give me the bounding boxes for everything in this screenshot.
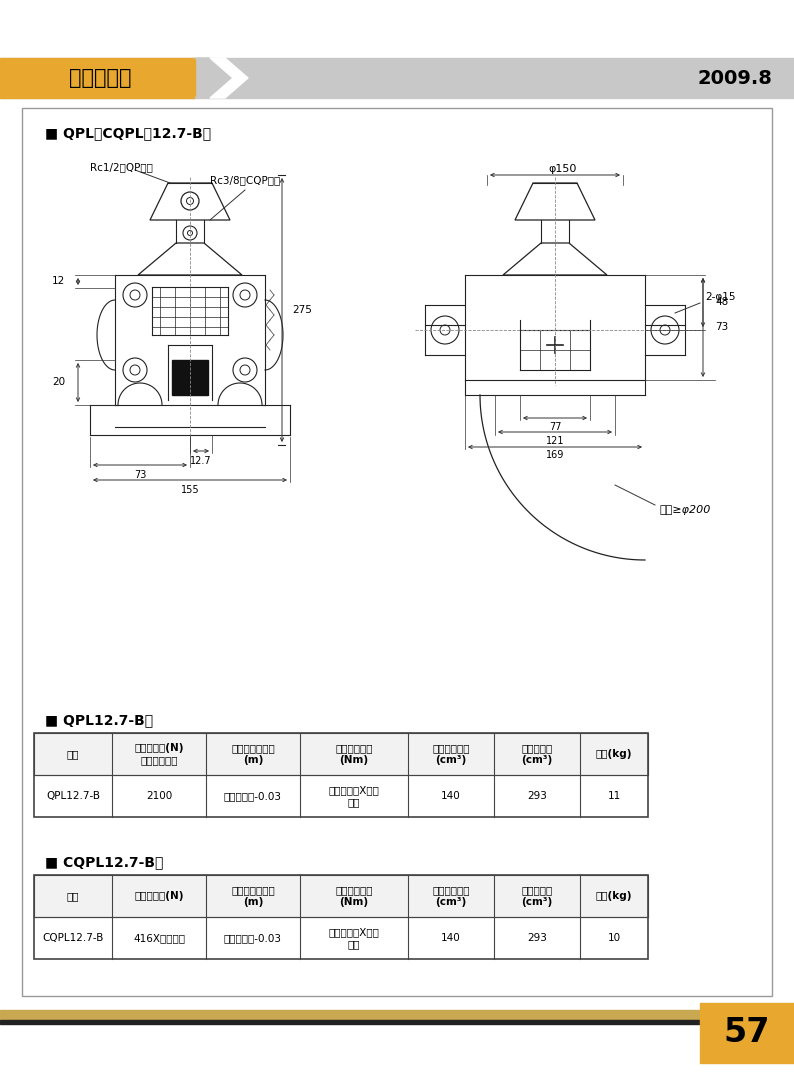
Text: QPL12.7-B: QPL12.7-B (46, 791, 100, 801)
Bar (0, 1010, 700, 1019)
Text: 总气体容量
(cm³): 总气体容量 (cm³) (522, 743, 553, 765)
Text: 2-φ15: 2-φ15 (705, 292, 735, 302)
Text: 总气体容量
(cm³): 总气体容量 (cm³) (522, 885, 553, 907)
Text: 11: 11 (607, 791, 621, 801)
Text: 416X工作气压: 416X工作气压 (133, 933, 185, 943)
Text: 77: 77 (549, 422, 561, 432)
Text: 121: 121 (545, 436, 565, 446)
Polygon shape (195, 58, 233, 98)
Bar (0, 1020, 700, 1024)
Text: 73: 73 (715, 322, 728, 332)
Text: 制动盘半径-0.03: 制动盘半径-0.03 (224, 791, 282, 801)
Polygon shape (210, 58, 248, 98)
Text: 工作气体容量
(cm³): 工作气体容量 (cm³) (432, 885, 470, 907)
Text: 制动盘半径-0.03: 制动盘半径-0.03 (224, 933, 282, 943)
Text: 57: 57 (724, 1017, 770, 1049)
Bar (34, 733, 648, 775)
Text: 2100: 2100 (146, 791, 172, 801)
Text: 140: 140 (441, 791, 461, 801)
Bar (700, 1003, 794, 1063)
Bar (0, 58, 794, 98)
Text: 12.7: 12.7 (191, 456, 212, 466)
Text: 盘径≥φ200: 盘径≥φ200 (660, 505, 711, 515)
Text: 48: 48 (715, 297, 728, 307)
Text: 额定制动力矩
(Nm): 额定制动力矩 (Nm) (335, 885, 372, 907)
Text: CQPL12.7-B: CQPL12.7-B (42, 933, 104, 943)
Text: 盘式制动器: 盘式制动器 (69, 68, 131, 88)
Text: 额定制动力X有效
半径: 额定制动力X有效 半径 (329, 927, 380, 949)
Text: ■ QPL（CQPL）12.7-B型: ■ QPL（CQPL）12.7-B型 (45, 126, 211, 140)
Text: ■ QPL12.7-B型: ■ QPL12.7-B型 (45, 713, 153, 727)
Text: 293: 293 (527, 791, 547, 801)
Text: 制动盘有效半径
(m): 制动盘有效半径 (m) (231, 885, 275, 907)
Text: 275: 275 (292, 305, 312, 314)
Bar (22, 108, 772, 996)
Text: 额定制动力(N): 额定制动力(N) (134, 891, 183, 901)
Text: 155: 155 (181, 485, 199, 495)
Bar (172, 360, 208, 395)
Bar (0, 58, 195, 98)
Text: 制动盘有效半径
(m): 制动盘有效半径 (m) (231, 743, 275, 765)
Bar (34, 875, 648, 959)
Text: Rc1/2（QP型）: Rc1/2（QP型） (90, 162, 153, 172)
Bar (34, 733, 648, 817)
Text: 型号: 型号 (67, 891, 79, 901)
Text: 型号: 型号 (67, 749, 79, 759)
Text: 工作气体容量
(cm³): 工作气体容量 (cm³) (432, 743, 470, 765)
Text: 169: 169 (545, 450, 565, 460)
Text: 293: 293 (527, 933, 547, 943)
Text: 140: 140 (441, 933, 461, 943)
Text: ■ CQPL12.7-B型: ■ CQPL12.7-B型 (45, 855, 164, 869)
Text: 额定制动力(N)
（八根弹簧）: 额定制动力(N) （八根弹簧） (134, 743, 183, 765)
Text: 2009.8: 2009.8 (698, 69, 773, 87)
Text: 重量(kg): 重量(kg) (596, 749, 632, 759)
Text: 73: 73 (134, 470, 146, 480)
Text: 额定制动力矩
(Nm): 额定制动力矩 (Nm) (335, 743, 372, 765)
Text: Rc3/8（CQP型）: Rc3/8（CQP型） (210, 174, 280, 185)
Text: 10: 10 (607, 933, 621, 943)
Text: 额定制动力X有效
半径: 额定制动力X有效 半径 (329, 785, 380, 807)
Bar (34, 875, 648, 917)
Text: 12: 12 (52, 276, 65, 286)
Text: 重量(kg): 重量(kg) (596, 891, 632, 901)
Text: φ150: φ150 (549, 164, 577, 174)
Text: 20: 20 (52, 377, 65, 387)
